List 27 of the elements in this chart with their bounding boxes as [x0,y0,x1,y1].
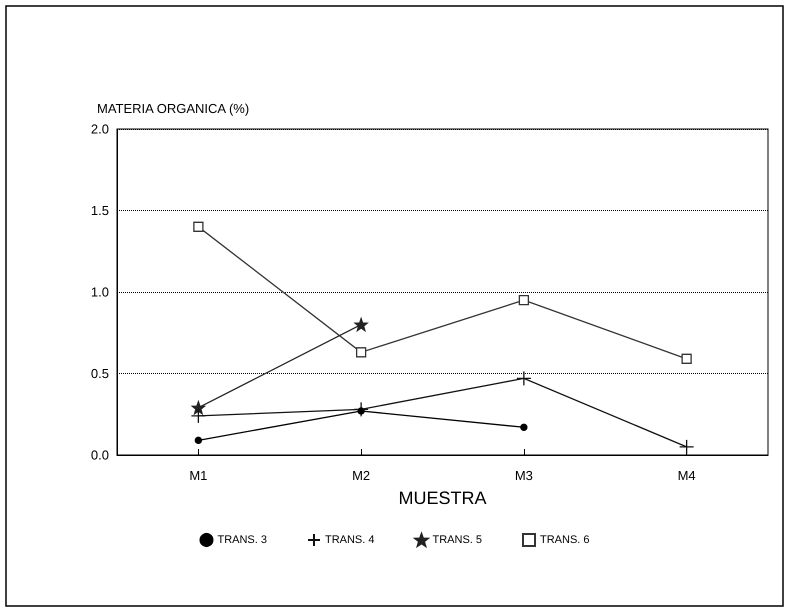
y-tick-label: 0.0 [90,448,109,462]
point [356,347,366,358]
legend-label: TRANS. 6 [540,534,590,546]
x-tick-label: M1 [189,468,208,483]
point [193,222,204,232]
point [678,439,694,454]
point [681,354,692,364]
legend-label: TRANS. 4 [324,534,375,546]
point [518,295,530,306]
point [516,370,532,386]
point [357,407,365,415]
x-tick-label: M3 [514,468,533,483]
point [192,401,206,414]
y-axis-title: MATERIA ORGANICA (%) [97,101,250,116]
y-tick-label: 1.5 [90,203,109,218]
x-axis-title: MUESTRA [398,488,487,508]
legend-label: TRANS. 3 [217,534,267,546]
point [190,408,206,424]
x-tick-label: M2 [352,468,370,483]
y-tick-label: 2.0 [90,122,109,136]
y-tick-label: 1.0 [90,284,109,300]
y-tick-label: 0.5 [90,366,109,381]
x-tick-label: M4 [678,468,696,483]
point [194,436,202,444]
legend-label: TRANS. 5 [432,534,482,546]
point [520,424,528,431]
point [354,318,368,332]
